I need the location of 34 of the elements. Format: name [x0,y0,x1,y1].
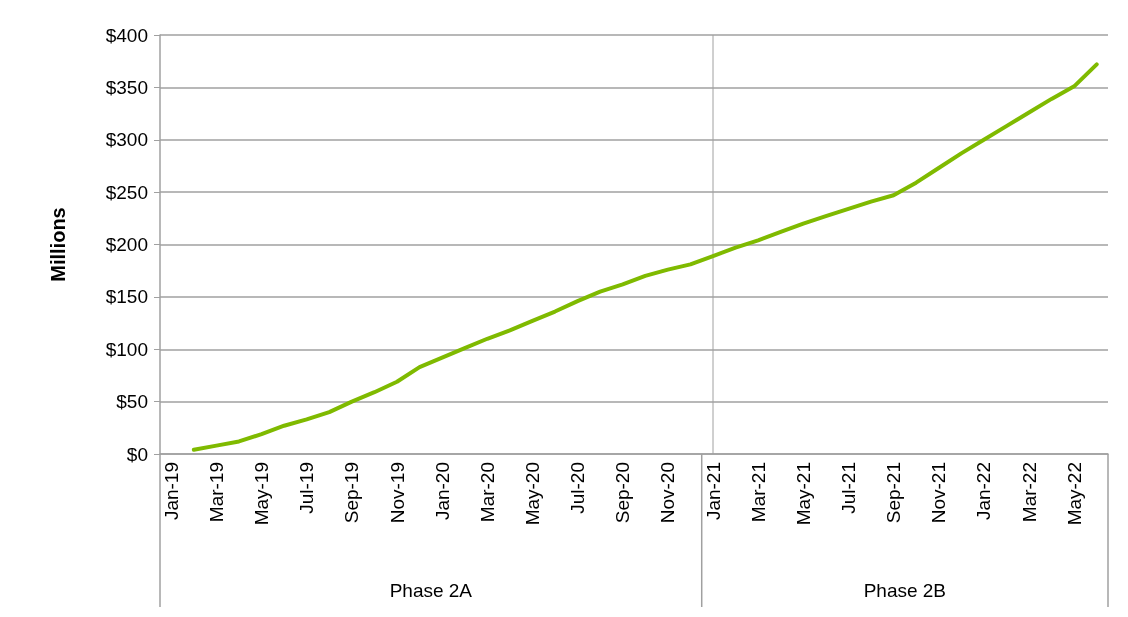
x-tick-label: Jan-20 [431,462,453,521]
y-axis-title: Millions [47,207,69,282]
x-tick-label: Jan-22 [973,462,995,521]
y-tick-label: $0 [126,443,148,465]
y-tick-label: $250 [105,181,148,203]
x-tick-label: Mar-22 [1018,462,1040,523]
x-tick-label: Sep-20 [612,462,634,524]
x-tick-label: Jul-19 [296,462,318,514]
x-tick-label: Jan-21 [702,462,724,521]
x-tick-label: Nov-21 [928,462,950,524]
x-tick-label: Jul-20 [567,462,589,514]
y-tick-label: $100 [105,338,148,360]
x-tick-label: Mar-20 [476,462,498,523]
x-tick-label: Nov-20 [657,462,679,524]
x-tick-label: Mar-19 [205,462,227,523]
x-tick-label: Nov-19 [386,462,408,524]
line-series [191,62,1099,452]
x-tick-label: May-19 [251,462,273,526]
x-tick-label: Jul-21 [837,462,859,514]
y-tick-label: $150 [105,286,148,308]
text: Phase 2B [863,579,947,601]
x-tick-label: Sep-21 [883,462,905,524]
y-tick-label: $350 [105,76,148,98]
y-tick-label: $50 [116,391,148,413]
x-tick-label: Jan-19 [160,462,182,521]
x-tick-label: May-22 [1063,462,1085,526]
text: Phase 2A [389,579,473,601]
x-tick-label: Mar-21 [747,462,769,523]
x-tick-label: May-21 [792,462,814,526]
y-tick-label: $400 [105,24,148,46]
y-tick-label: $300 [105,129,148,151]
x-tick-label: Sep-19 [341,462,363,524]
y-tick-label: $200 [105,234,148,255]
x-tick-label: May-20 [521,462,543,526]
